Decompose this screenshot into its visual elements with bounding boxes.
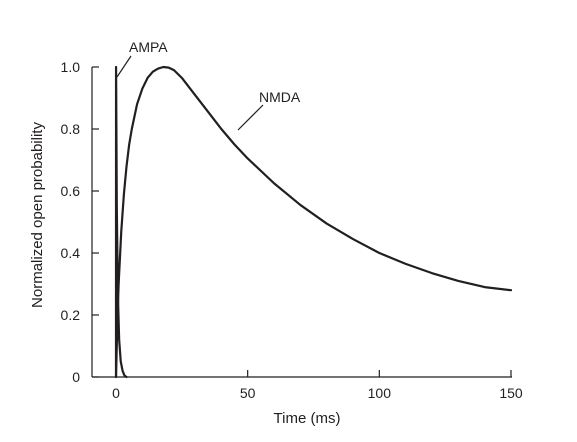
x-tick-label: 100: [368, 385, 392, 401]
y-tick-label: 0.6: [61, 183, 81, 199]
x-axis-title: Time (ms): [274, 410, 341, 427]
nmda-annotation: NMDA: [259, 89, 301, 105]
y-axis-title: Normalized open probability: [29, 122, 46, 308]
x-tick-label: 50: [240, 385, 256, 401]
ampa-annotation: AMPA: [129, 39, 168, 55]
y-tick-label: 0: [72, 369, 80, 385]
y-ticks: 0 0.2 0.4 0.6 0.8 1.0: [61, 59, 99, 385]
ampa-leader-line: [116, 55, 132, 78]
nmda-leader-line: [237, 104, 264, 131]
y-tick-label: 0.4: [61, 245, 81, 261]
y-tick-label: 0.2: [61, 307, 81, 323]
x-tick-label: 0: [112, 385, 120, 401]
series-layer: [114, 65, 513, 379]
chart-area: 0 0.2 0.4 0.6 0.8 1.0 0 50 100 150 AMPA NMDA Tim…: [29, 39, 523, 427]
y-tick-label: 0.8: [61, 121, 81, 137]
x-tick-label: 150: [499, 385, 523, 401]
series-line-nmda: [114, 65, 513, 379]
x-ticks: 0 50 100 150: [112, 370, 523, 401]
y-tick-label: 1.0: [61, 59, 81, 75]
